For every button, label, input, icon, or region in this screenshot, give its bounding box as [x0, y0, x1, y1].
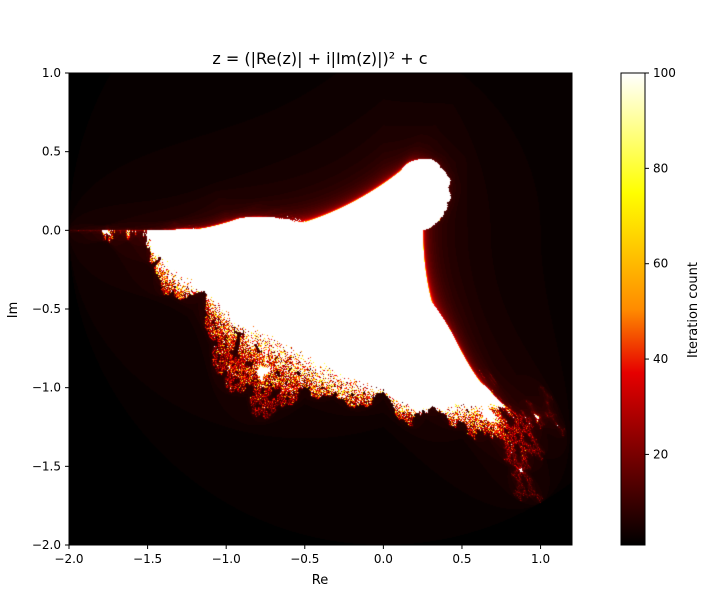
- plot-area: [68, 72, 573, 546]
- chart-title: z = (|Re(z)| + i|Im(z)|)² + c: [212, 49, 427, 68]
- colorbar-label: Iteration count: [686, 262, 701, 358]
- y-axis: 1.0 0.5 0.0 −0.5 −1.0 −1.5 −2.0: [32, 66, 69, 552]
- colorbar-tick-label: 20: [653, 447, 668, 461]
- colorbar-gradient: [621, 73, 645, 545]
- colorbar-tick-label: 60: [653, 257, 668, 271]
- colorbar-tick-label: 40: [653, 352, 668, 366]
- y-tick-label: 0.5: [42, 145, 61, 159]
- y-tick-label: −0.5: [32, 302, 61, 316]
- colorbar-tick-label: 100: [653, 66, 676, 80]
- colorbar-tick-label: 80: [653, 161, 668, 175]
- x-tick-label: −1.5: [133, 552, 162, 566]
- x-tick-label: 0.0: [374, 552, 393, 566]
- y-tick-label: −1.0: [32, 381, 61, 395]
- colorbar: 100 80 60 40 20 Iteration count: [620, 66, 701, 546]
- colorbar-frame: [620, 72, 646, 546]
- y-tick-label: 1.0: [42, 66, 61, 80]
- y-tick-label: 0.0: [42, 223, 61, 237]
- x-axis: −2.0 −1.5 −1.0 −0.5 0.0 0.5 1.0: [54, 545, 550, 566]
- fractal-heatmap: [69, 73, 572, 545]
- x-tick-label: −2.0: [54, 552, 83, 566]
- x-tick-label: 1.0: [531, 552, 550, 566]
- y-tick-label: −1.5: [32, 459, 61, 473]
- x-tick-label: 0.5: [452, 552, 471, 566]
- x-tick-label: −1.0: [212, 552, 241, 566]
- y-axis-label: Im: [6, 302, 21, 319]
- x-axis-label: Re: [312, 573, 328, 588]
- colorbar-ticks: 100 80 60 40 20: [645, 66, 676, 461]
- x-tick-label: −0.5: [290, 552, 319, 566]
- y-tick-label: −2.0: [32, 538, 61, 552]
